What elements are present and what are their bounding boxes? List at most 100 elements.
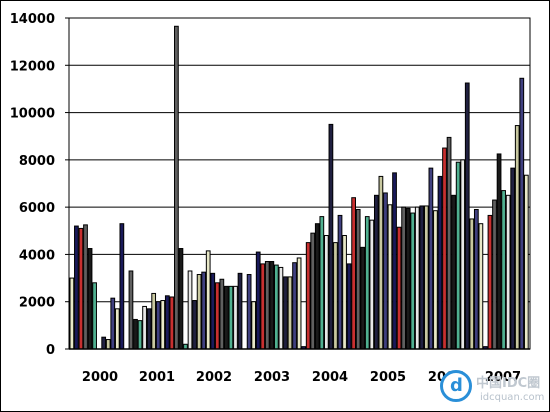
bar (442, 147, 447, 350)
idc-logo-icon: d (440, 370, 472, 402)
bar (519, 77, 525, 350)
bar (174, 25, 179, 350)
bar (360, 246, 366, 350)
bar (146, 308, 152, 350)
bar (246, 274, 252, 350)
bar (233, 285, 238, 350)
bar (105, 339, 111, 350)
bar (355, 209, 361, 350)
bar (237, 272, 243, 350)
bar (378, 175, 384, 350)
bar (214, 282, 220, 350)
bar (501, 190, 506, 350)
bar (137, 320, 143, 350)
bar (119, 223, 125, 350)
bar (269, 261, 275, 350)
y-tick-label: 2000 (19, 296, 55, 311)
bar (101, 336, 107, 350)
x-year-label: 2002 (196, 370, 232, 385)
bar (151, 292, 157, 350)
bar (419, 205, 425, 350)
bar (364, 216, 370, 350)
y-tick-label: 8000 (19, 154, 55, 169)
y-tick-label: 0 (46, 343, 55, 358)
bar (92, 282, 97, 350)
bar (283, 276, 288, 350)
bar (155, 301, 161, 350)
bar (201, 271, 207, 350)
bar (396, 226, 402, 350)
bar (423, 205, 429, 350)
bar (314, 223, 320, 350)
bar (310, 232, 316, 350)
bar (328, 123, 334, 350)
bar (83, 224, 88, 350)
bar (142, 305, 147, 350)
bar (337, 214, 343, 350)
bar (523, 174, 529, 350)
bar (74, 225, 79, 350)
bar (333, 242, 338, 350)
bar (78, 227, 84, 350)
bar (260, 263, 266, 350)
bar (278, 266, 284, 350)
bar (274, 264, 279, 350)
idc-logo-glyph: d (450, 375, 463, 396)
bar (164, 295, 170, 350)
bar (160, 300, 166, 350)
watermark-url: idcquan.com (480, 392, 545, 403)
bar (114, 308, 120, 350)
y-tick-label: 10000 (10, 107, 55, 122)
bar (305, 242, 311, 350)
bar (464, 82, 470, 350)
bar (224, 285, 229, 350)
bar (205, 250, 211, 350)
bar (110, 297, 116, 350)
watermark: d 中国IDC圈 idcquan.com (440, 368, 548, 408)
bar (351, 197, 357, 350)
x-year-label: 2003 (254, 370, 290, 385)
bar (373, 194, 379, 350)
bar (473, 209, 479, 350)
bar (369, 219, 375, 350)
bar (264, 261, 270, 350)
bar (446, 136, 452, 350)
bar (505, 194, 511, 350)
bar (128, 270, 134, 350)
bar (210, 272, 216, 350)
bar (437, 175, 443, 350)
bar (346, 263, 352, 350)
bar (405, 207, 411, 350)
watermark-title: 中国IDC圈 (476, 376, 541, 391)
bar (514, 125, 520, 350)
bar (192, 300, 197, 350)
bar (178, 248, 184, 350)
y-tick-label: 4000 (19, 248, 55, 263)
bar (196, 274, 202, 350)
bar (292, 262, 297, 350)
bar (383, 192, 388, 350)
bar (219, 278, 225, 350)
bar (319, 216, 325, 350)
bar (228, 285, 234, 350)
y-tick-label: 14000 (10, 12, 55, 27)
y-tick-label: 12000 (10, 59, 55, 74)
bar (478, 223, 484, 350)
x-year-label: 2001 (139, 370, 175, 385)
bar (255, 251, 261, 350)
bar (287, 276, 293, 350)
bar (460, 159, 466, 350)
bar (87, 248, 93, 350)
bar (296, 257, 302, 350)
bar (410, 212, 416, 350)
bar (455, 161, 461, 350)
bar (392, 172, 397, 350)
bar (387, 204, 393, 350)
bar (510, 167, 516, 350)
bar (324, 235, 329, 350)
bar (487, 214, 493, 350)
y-tick-label: 6000 (19, 201, 55, 216)
x-year-label: 2000 (82, 370, 118, 385)
bar (496, 153, 502, 350)
